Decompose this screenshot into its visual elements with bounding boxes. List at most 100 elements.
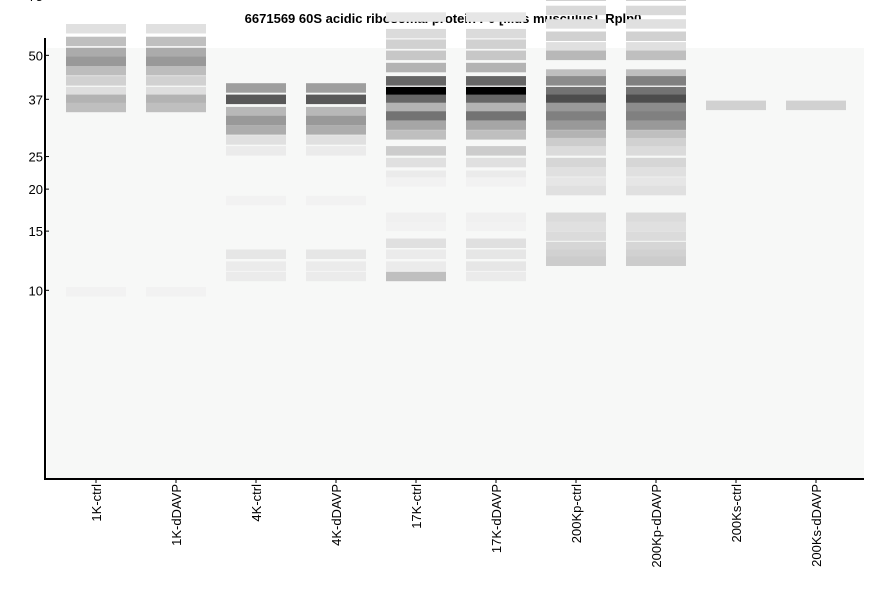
gel-band xyxy=(466,111,526,121)
gel-band xyxy=(626,256,686,266)
gel-band xyxy=(546,120,606,130)
gel-band xyxy=(66,56,126,67)
gel-band xyxy=(626,167,686,177)
gel-band xyxy=(626,5,686,16)
y-tick-label: 10 xyxy=(29,283,43,298)
gel-band xyxy=(226,83,286,93)
gel-band xyxy=(546,157,606,168)
gel-band xyxy=(546,76,606,86)
lane-label: 17K-dDAVP xyxy=(489,484,504,553)
gel-band xyxy=(146,47,206,58)
y-tick-label: 25 xyxy=(29,150,43,165)
gel-band xyxy=(66,24,126,34)
gel-band xyxy=(466,221,526,232)
gel-band xyxy=(66,94,126,105)
y-tick-label: 50 xyxy=(29,48,43,63)
gel-band xyxy=(466,50,526,61)
gel-band xyxy=(386,157,446,168)
gel-band xyxy=(386,111,446,121)
gel-band xyxy=(546,137,606,148)
gel-band xyxy=(466,212,526,222)
gel-band xyxy=(146,36,206,47)
gel-band xyxy=(306,83,366,93)
gel-band xyxy=(386,76,446,86)
y-tick-label: 15 xyxy=(29,224,43,239)
gel-band xyxy=(626,146,686,156)
gel-band xyxy=(386,12,446,22)
gel-band xyxy=(146,287,206,297)
gel-band xyxy=(546,69,606,79)
gel-band xyxy=(626,69,686,79)
gel-band xyxy=(66,102,126,113)
gel-band xyxy=(466,62,526,73)
gel-band xyxy=(146,94,206,105)
y-tick-label: 37 xyxy=(29,92,43,107)
lane-label: 200Kp-dDAVP xyxy=(649,484,664,568)
gel-band xyxy=(306,261,366,271)
gel-band xyxy=(546,102,606,113)
gel-band xyxy=(546,185,606,196)
gel-band xyxy=(546,130,606,140)
y-tick-label: 20 xyxy=(29,182,43,197)
gel-band xyxy=(146,76,206,86)
gel-band xyxy=(306,195,366,206)
gel-band xyxy=(226,125,286,135)
gel-band xyxy=(466,146,526,156)
gel-band xyxy=(226,106,286,117)
gel-band xyxy=(226,195,286,206)
gel-band xyxy=(66,76,126,86)
gel-band xyxy=(306,125,366,135)
gel-band xyxy=(306,94,366,105)
lane-label: 17K-ctrl xyxy=(409,484,424,529)
gel-band xyxy=(466,261,526,271)
gel-band xyxy=(306,249,366,259)
gel-band xyxy=(66,36,126,47)
gel-band xyxy=(466,130,526,140)
gel-band xyxy=(466,177,526,187)
gel-band xyxy=(386,130,446,140)
gel-band xyxy=(626,111,686,121)
gel-band xyxy=(466,249,526,259)
gel-band xyxy=(66,47,126,58)
gel-band xyxy=(466,39,526,49)
gel-band xyxy=(306,146,366,156)
gel-band xyxy=(626,0,686,1)
gel-band xyxy=(546,177,606,187)
gel-band xyxy=(226,261,286,271)
gel-band xyxy=(546,231,606,241)
gel-band xyxy=(626,212,686,222)
gel-band xyxy=(626,50,686,61)
gel-band xyxy=(546,221,606,232)
gel-band xyxy=(226,249,286,259)
gel-band xyxy=(546,42,606,52)
gel-band xyxy=(626,241,686,252)
gel-band xyxy=(146,86,206,97)
lane-label: 4K-dDAVP xyxy=(329,484,344,546)
gel-band xyxy=(546,50,606,61)
gel-band xyxy=(546,0,606,1)
gel-band xyxy=(306,115,366,126)
gel-band xyxy=(386,120,446,130)
gel-band xyxy=(626,221,686,232)
gel-band xyxy=(386,177,446,187)
gel-band xyxy=(466,76,526,86)
gel-band xyxy=(386,86,446,97)
gel-band xyxy=(466,157,526,168)
gel-band xyxy=(466,102,526,113)
gel-band xyxy=(546,241,606,252)
gel-band xyxy=(386,271,446,282)
gel-band xyxy=(146,56,206,67)
y-tick-label: 75 xyxy=(29,0,43,4)
gel-band xyxy=(226,94,286,105)
gel-band xyxy=(546,111,606,121)
gel-band xyxy=(466,120,526,130)
gel-band xyxy=(66,86,126,97)
gel-band xyxy=(626,120,686,130)
gel-band xyxy=(626,76,686,86)
plot-background xyxy=(47,48,864,479)
gel-band xyxy=(546,31,606,41)
lane-label: 1K-dDAVP xyxy=(169,484,184,546)
gel-band xyxy=(786,100,846,111)
gel-band xyxy=(626,185,686,196)
